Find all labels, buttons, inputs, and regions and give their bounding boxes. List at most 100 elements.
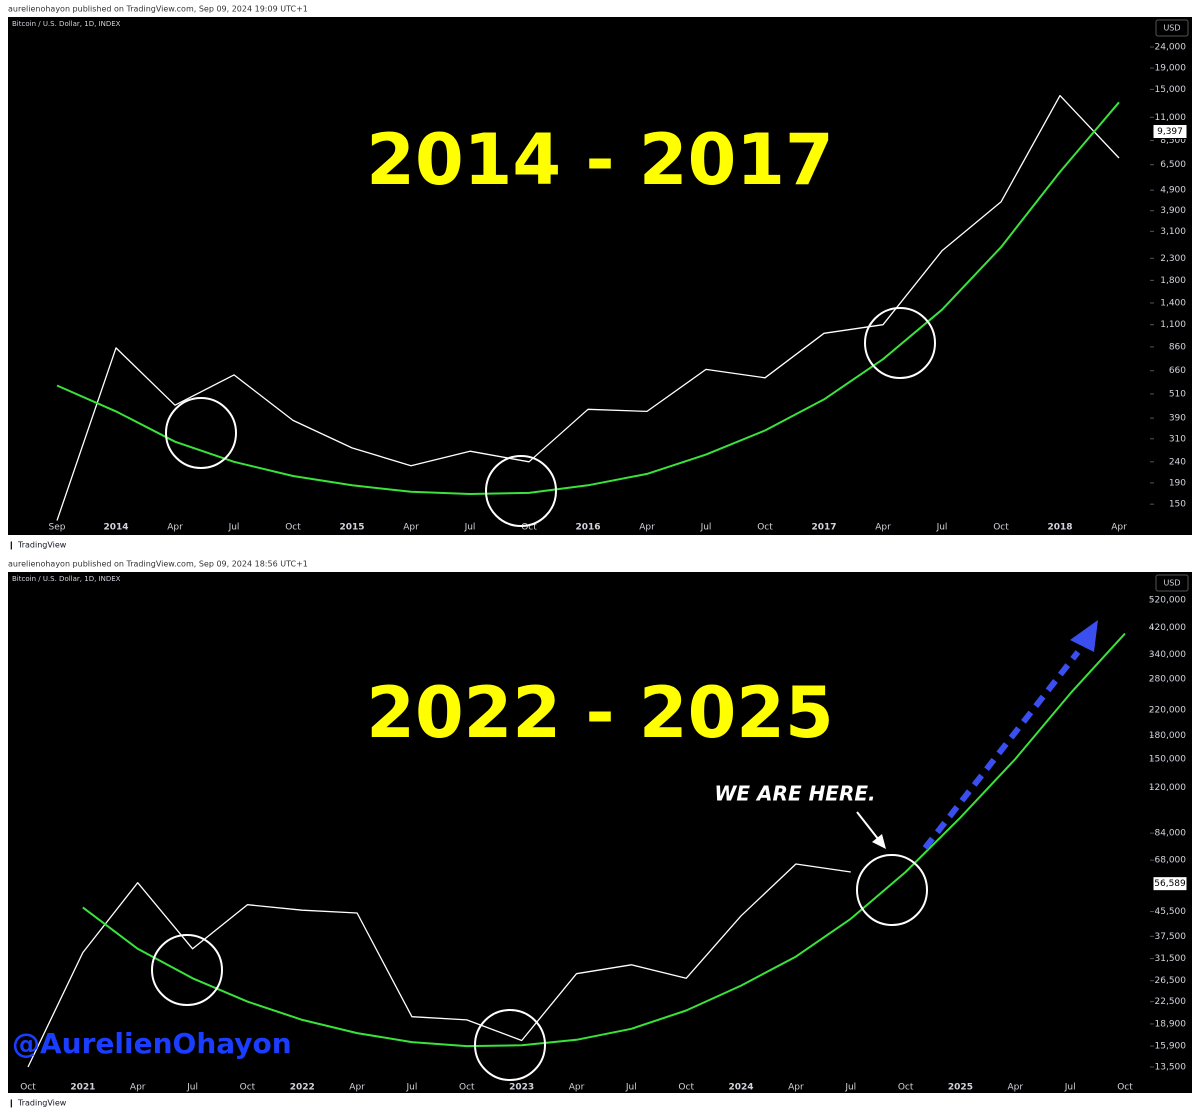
chart-title: 2022 - 2025: [366, 672, 833, 754]
x-tick-label: Sep: [49, 523, 66, 533]
y-tick-label: 420,000: [1149, 623, 1186, 633]
publisher-text: aurelienohayon published on TradingView.…: [8, 5, 308, 14]
y-tick-label: 3,900: [1160, 206, 1186, 216]
x-tick-label: Oct: [757, 523, 773, 533]
y-tick-label: 1,800: [1160, 276, 1186, 286]
x-tick-label: Jul: [228, 523, 240, 533]
x-tick-label: Jul: [1064, 1083, 1076, 1093]
y-tick-label: 860: [1169, 342, 1186, 352]
x-tick-label: 2014: [103, 523, 128, 533]
y-tick-label: 660: [1169, 366, 1186, 376]
y-tick-label: 310: [1169, 434, 1186, 444]
x-tick-label: Oct: [521, 523, 537, 533]
highlight-circle: [864, 307, 936, 379]
currency-label: USD: [1163, 579, 1180, 588]
footer-text: TradingView: [17, 1099, 67, 1108]
y-tick-label: 1,100: [1160, 320, 1186, 330]
forecast-arrowhead: [1070, 620, 1098, 652]
footer-logo: ❙: [8, 1099, 15, 1108]
x-tick-label: Oct: [240, 1083, 256, 1093]
y-tick-label: 37,500: [1155, 932, 1187, 942]
chart-panel: [8, 572, 1192, 1093]
x-tick-label: Apr: [788, 1083, 804, 1093]
x-tick-label: Jul: [464, 523, 476, 533]
y-tick-label: 390: [1169, 414, 1186, 424]
symbol-text: Bitcoin / U.S. Dollar, 1D, INDEX: [12, 20, 121, 28]
symbol-text: Bitcoin / U.S. Dollar, 1D, INDEX: [12, 575, 121, 583]
currency-label: USD: [1163, 24, 1180, 33]
footer-text: TradingView: [17, 541, 67, 550]
x-tick-label: Apr: [130, 1083, 146, 1093]
x-tick-label: Apr: [1008, 1083, 1024, 1093]
annotation: WE ARE HERE.: [714, 782, 875, 806]
y-tick-label: 68,000: [1155, 856, 1187, 866]
publisher-text: aurelienohayon published on TradingView.…: [8, 560, 308, 569]
y-tick-label: 6,500: [1160, 160, 1186, 170]
y-tick-label: 31,500: [1155, 954, 1187, 964]
y-tick-label: 15,000: [1155, 85, 1187, 95]
y-tick-label: 24,000: [1155, 43, 1187, 53]
x-tick-label: 2025: [948, 1083, 973, 1093]
price-line: [27, 863, 851, 1068]
highlight-circle: [485, 455, 557, 527]
y-tick-label: 3,100: [1160, 227, 1186, 237]
x-tick-label: Jul: [625, 1083, 637, 1093]
y-tick-label: 15,900: [1155, 1042, 1187, 1052]
y-tick-label: 45,500: [1155, 907, 1187, 917]
chart-panel: [8, 17, 1192, 535]
price-line: [56, 94, 1120, 521]
x-tick-label: 2018: [1047, 523, 1072, 533]
y-tick-label: 1,400: [1160, 298, 1186, 308]
x-tick-label: Jul: [844, 1083, 856, 1093]
last-price-label: 9,397: [1157, 127, 1183, 137]
x-tick-label: 2015: [339, 523, 364, 533]
y-tick-label: 220,000: [1149, 705, 1186, 715]
y-tick-label: 22,500: [1155, 997, 1187, 1007]
trend-curve: [56, 101, 1120, 495]
y-tick-label: 340,000: [1149, 650, 1186, 660]
chart-title: 2014 - 2017: [366, 119, 833, 201]
x-tick-label: Apr: [349, 1083, 365, 1093]
x-tick-label: Apr: [639, 523, 655, 533]
highlight-circle: [856, 854, 928, 926]
x-tick-label: 2022: [290, 1083, 315, 1093]
x-tick-label: Oct: [993, 523, 1009, 533]
x-tick-label: Oct: [459, 1083, 475, 1093]
x-tick-label: Apr: [569, 1083, 585, 1093]
highlight-circle: [165, 397, 237, 469]
x-tick-label: Jul: [700, 523, 712, 533]
x-tick-label: Apr: [875, 523, 891, 533]
x-tick-label: Oct: [1117, 1083, 1133, 1093]
x-tick-label: Jul: [406, 1083, 418, 1093]
currency-box: [1155, 19, 1189, 37]
y-tick-label: 8,500: [1160, 136, 1186, 146]
currency-box: [1155, 574, 1189, 592]
last-price-label: 56,589: [1154, 879, 1186, 889]
x-tick-label: Oct: [898, 1083, 914, 1093]
x-tick-label: 2021: [70, 1083, 95, 1093]
x-tick-label: 2024: [729, 1083, 754, 1093]
y-tick-label: 150: [1169, 500, 1186, 510]
y-tick-label: 150,000: [1149, 754, 1186, 764]
forecast-arrow: [922, 650, 1081, 850]
y-tick-label: 120,000: [1149, 783, 1186, 793]
x-tick-label: Oct: [20, 1083, 36, 1093]
y-tick-label: 84,000: [1155, 829, 1187, 839]
x-tick-label: 2017: [811, 523, 836, 533]
x-tick-label: Apr: [403, 523, 419, 533]
x-tick-label: Oct: [285, 523, 301, 533]
x-tick-label: Jul: [186, 1083, 198, 1093]
y-tick-label: 180,000: [1149, 731, 1186, 741]
y-tick-label: 2,300: [1160, 254, 1186, 264]
y-tick-label: 13,500: [1155, 1062, 1187, 1072]
y-tick-label: 11,000: [1155, 113, 1187, 123]
annotation-arrowhead: [872, 834, 886, 849]
y-tick-label: 510: [1169, 389, 1186, 399]
highlight-circle: [151, 934, 223, 1006]
last-price-box: [1152, 876, 1188, 892]
y-tick-label: 280,000: [1149, 675, 1186, 685]
x-tick-label: 2023: [509, 1083, 534, 1093]
y-tick-label: 520,000: [1149, 595, 1186, 605]
